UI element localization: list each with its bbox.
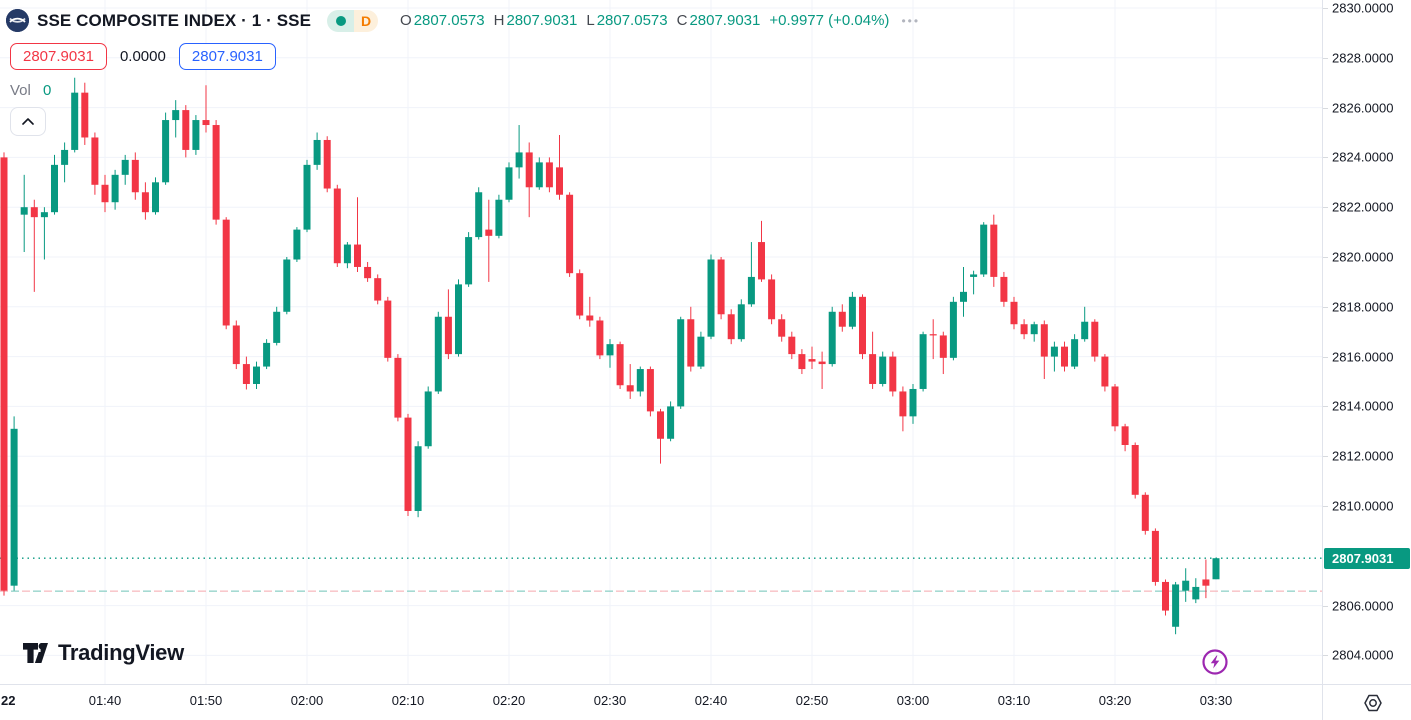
time-tick-label: 02:20: [492, 693, 526, 708]
price-tickmark: [1323, 456, 1328, 458]
trade-panel: 2807.9031 0.0000 2807.9031: [10, 43, 276, 70]
instant-order-button[interactable]: [1201, 648, 1229, 676]
volume-legend: Vol 0: [10, 82, 51, 99]
low-value: 2807.0573: [596, 12, 668, 29]
price-tickmark: [1323, 605, 1328, 607]
open-label: O: [400, 12, 412, 29]
sell-button[interactable]: 2807.9031: [10, 43, 107, 70]
price-tick-label: 2828.0000: [1332, 50, 1394, 66]
day-start-label: 22: [1, 693, 16, 708]
price-tick-label: 2814.0000: [1332, 398, 1394, 414]
price-tick-label: 2816.0000: [1332, 349, 1394, 365]
price-tick-label: 2824.0000: [1332, 149, 1394, 165]
price-tickmark: [1323, 207, 1328, 209]
time-tick-label: 02:30: [593, 693, 627, 708]
chevron-up-icon: [22, 118, 34, 125]
time-tick-label: 02:40: [694, 693, 728, 708]
price-tick-label: 2830.0000: [1332, 0, 1394, 16]
price-tick-label: 2806.0000: [1332, 598, 1394, 614]
buy-button[interactable]: 2807.9031: [178, 43, 276, 70]
tradingview-wordmark: TradingView: [58, 640, 184, 665]
time-tick-label: 03:00: [896, 693, 930, 708]
more-options-icon[interactable]: •••: [901, 13, 921, 28]
price-tickmark: [1323, 655, 1328, 657]
axis-corner-divider: [1322, 685, 1323, 720]
volume-label: Vol: [10, 82, 31, 99]
axis-settings-button[interactable]: [1362, 692, 1384, 714]
chart-pane[interactable]: SSE COMPOSITE INDEX · 1 · SSE D O 2807.05…: [0, 0, 1322, 684]
price-tick-label: 2804.0000: [1332, 647, 1394, 663]
gear-icon: [1364, 694, 1382, 712]
price-tick-label: 2818.0000: [1332, 299, 1394, 315]
spread-value: 0.0000: [119, 48, 166, 65]
time-tick-label: 01:40: [88, 693, 122, 708]
interval-letter: D: [354, 9, 379, 32]
lightning-icon: [1202, 649, 1228, 675]
time-tick-label: 02:50: [795, 693, 829, 708]
time-tick-label: 03:10: [997, 693, 1031, 708]
volume-value: 0: [43, 82, 52, 99]
price-tickmark: [1323, 356, 1328, 358]
time-tick-label: 02:00: [290, 693, 324, 708]
price-tickmark: [1323, 257, 1328, 258]
price-tickmark: [1323, 406, 1328, 408]
symbol-title[interactable]: SSE COMPOSITE INDEX · 1 · SSE: [37, 10, 312, 30]
current-price-tag: 2807.9031: [1324, 547, 1410, 569]
price-tick-label: 2820.0000: [1332, 249, 1394, 265]
price-tickmark: [1323, 306, 1328, 308]
symbol-legend: SSE COMPOSITE INDEX · 1 · SSE D O 2807.05…: [6, 9, 920, 32]
ohlc-readout: O 2807.0573 H 2807.9031 L 2807.0573 C 2807.9…: [400, 12, 889, 29]
tradingview-glyph-icon: [23, 643, 48, 663]
candlestick-chart[interactable]: [0, 0, 1322, 684]
price-tickmark: [1323, 506, 1328, 507]
time-tick-label: 03:30: [1199, 693, 1233, 708]
high-value: 2807.9031: [506, 12, 578, 29]
price-tickmark: [1323, 57, 1328, 59]
open-value: 2807.0573: [413, 12, 485, 29]
low-label: L: [586, 12, 595, 29]
time-axis[interactable]: 22 01:40 01:50 02:00 02:10 02:20 02:30 02:40 02…: [0, 684, 1411, 720]
price-tick-label: 2822.0000: [1332, 199, 1394, 215]
price-tickmark: [1323, 8, 1328, 9]
collapse-legend-button[interactable]: [10, 107, 46, 136]
market-status-badge[interactable]: D: [327, 9, 379, 32]
time-tick-label: 03:20: [1098, 693, 1132, 708]
close-label: C: [676, 12, 688, 29]
price-tickmark: [1323, 157, 1328, 159]
price-tick-label: 2810.0000: [1332, 498, 1394, 514]
tradingview-logo[interactable]: TradingView: [22, 640, 184, 666]
price-axis[interactable]: 2830.0000 2828.0000 2826.0000 2824.0000 2822…: [1322, 0, 1411, 684]
time-tick-label: 01:50: [189, 693, 223, 708]
market-open-dot-icon: [327, 9, 355, 32]
high-label: H: [493, 12, 505, 29]
price-tick-label: 2812.0000: [1332, 448, 1394, 464]
price-tick-label: 2826.0000: [1332, 100, 1394, 116]
close-value: 2807.9031: [689, 12, 761, 29]
price-tickmark: [1323, 107, 1328, 109]
time-tick-label: 02:10: [391, 693, 425, 708]
change-value: +0.9977 (+0.04%): [769, 12, 890, 29]
sse-symbol-logo-icon: [6, 9, 29, 32]
